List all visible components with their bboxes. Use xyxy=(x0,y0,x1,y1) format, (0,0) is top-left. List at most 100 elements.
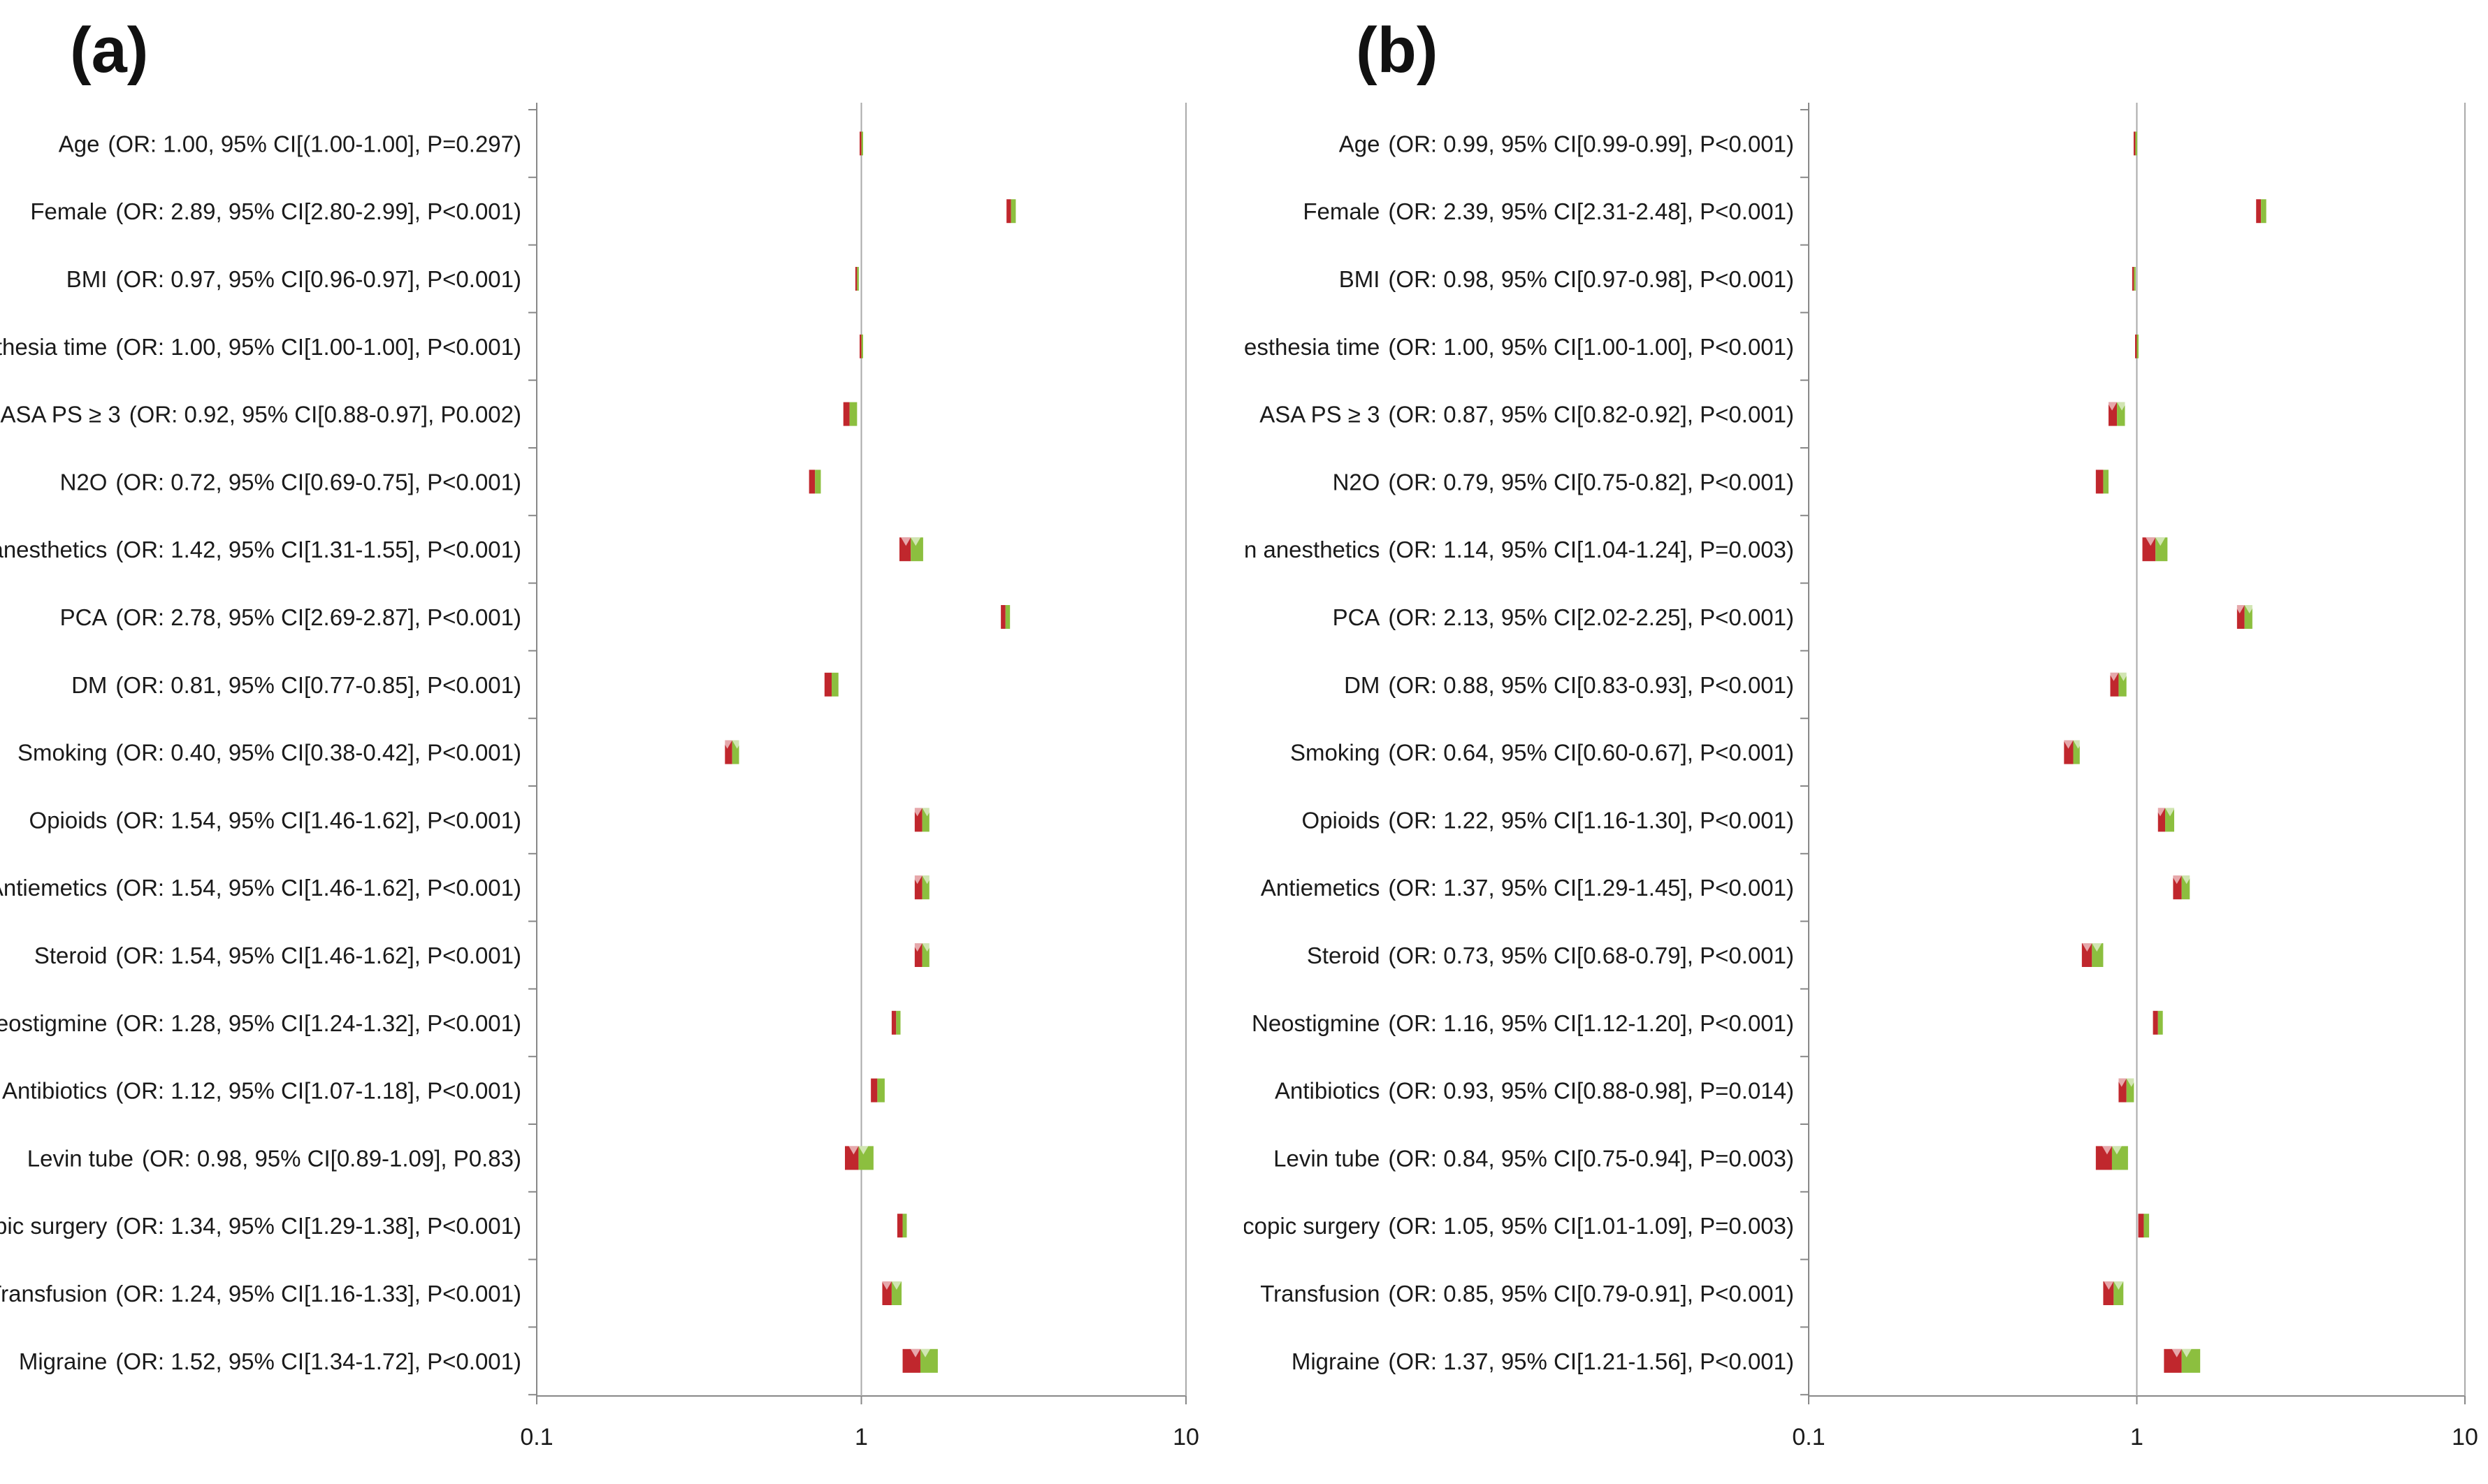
row-label: Age (OR: 1.00, 95% CI[(1.00-1.00], P=0.29… xyxy=(59,131,521,157)
or-estimate-marker xyxy=(920,1348,930,1358)
ci-lower-box xyxy=(914,875,923,900)
or-ci-stats: (OR: 0.72, 95% CI[0.69-0.75], P<0.001) xyxy=(115,469,521,495)
variable-name: Steroid xyxy=(1307,943,1380,968)
row-label: Levin tube (OR: 0.84, 95% CI[0.75-0.94], … xyxy=(1273,1145,1794,1171)
variable-name: Inhalation anesthetics xyxy=(0,537,107,562)
or-ci-stats: (OR: 0.85, 95% CI[0.79-0.91], P<0.001) xyxy=(1388,1281,1794,1307)
or-ci-stats: (OR: 0.98, 95% CI[0.89-1.09], P0.83) xyxy=(142,1145,521,1171)
or-estimate-marker xyxy=(2073,740,2083,749)
row-label: Steroid (OR: 0.73, 95% CI[0.68-0.79], P<0… xyxy=(1307,943,1794,968)
or-estimate-marker xyxy=(2244,605,2255,613)
or-ci-stats: (OR: 0.98, 95% CI[0.97-0.98], P<0.001) xyxy=(1388,266,1794,292)
row-label: BMI (OR: 0.97, 95% CI[0.96-0.97], P<0.001… xyxy=(66,266,521,292)
row-label: PCA (OR: 2.13, 95% CI[2.02-2.25], P<0.001… xyxy=(1333,604,1794,630)
variable-name: Anesthesia time xyxy=(1244,334,1380,360)
or-estimate-marker xyxy=(732,740,742,749)
row-label: Smoking (OR: 0.40, 95% CI[0.38-0.42], P<0… xyxy=(17,740,521,766)
row-label: Opioids (OR: 1.54, 95% CI[1.46-1.62], P<0… xyxy=(29,807,521,833)
forest-plot-a-svg: 0.1 1 10 Age (OR: 1.00, 95% CI[(1.00-1.00], … xyxy=(0,103,1199,1450)
row-label: Neostigmine (OR: 1.16, 95% CI[1.12-1.20],… xyxy=(1252,1010,1794,1036)
row-label: Female (OR: 2.89, 95% CI[2.80-2.99], P<0.… xyxy=(30,198,521,224)
or-estimate-marker xyxy=(848,1146,859,1155)
ci-upper-box xyxy=(2157,1010,2163,1035)
row-label: BMI (OR: 0.98, 95% CI[0.97-0.98], P<0.001… xyxy=(1339,266,1794,292)
ci-lower-box xyxy=(914,808,923,832)
ci-upper-box xyxy=(2136,334,2139,358)
variable-name: Age xyxy=(1339,131,1380,157)
variable-name: DM xyxy=(1344,672,1380,698)
ci-lower-box xyxy=(2157,808,2166,832)
variable-name: Migraine xyxy=(1292,1348,1380,1374)
ci-lower-box xyxy=(2109,402,2118,426)
ci-upper-box xyxy=(2113,1281,2124,1305)
ci-lower-box xyxy=(2095,470,2104,494)
or-estimate-marker xyxy=(922,875,932,885)
or-ci-stats: (OR: 1.54, 95% CI[1.46-1.62], P<0.001) xyxy=(115,807,521,833)
or-ci-stats: (OR: 0.99, 95% CI[0.99-0.99], P<0.001) xyxy=(1388,131,1794,157)
variable-name: Antibiotics xyxy=(1275,1078,1380,1104)
panel-label-b: (b) xyxy=(1356,15,1438,86)
row-label: DM (OR: 0.81, 95% CI[0.77-0.85], P<0.001) xyxy=(71,672,521,698)
ci-upper-box xyxy=(2126,1078,2134,1103)
variable-name: Antiemetics xyxy=(1261,875,1380,901)
or-estimate-marker xyxy=(2117,402,2127,411)
or-estimate-marker xyxy=(2092,943,2102,952)
row-label: N2O (OR: 0.72, 95% CI[0.69-0.75], P<0.001… xyxy=(60,469,521,495)
ci-lower-box xyxy=(1006,199,1011,224)
variable-name: Levin tube xyxy=(27,1145,133,1171)
row-label: Antibiotics (OR: 0.93, 95% CI[0.88-0.98],… xyxy=(1275,1078,1794,1104)
row-label: N2O (OR: 0.79, 95% CI[0.75-0.82], P<0.001… xyxy=(1333,469,1794,495)
ci-lower-box xyxy=(871,1078,878,1103)
variable-name: Levin tube xyxy=(1273,1145,1380,1171)
x-tick-label: 10 xyxy=(1173,1424,1199,1450)
ci-lower-box xyxy=(897,1214,903,1238)
variable-name: Smoking xyxy=(17,740,107,766)
or-estimate-marker xyxy=(910,1348,920,1358)
variable-name: Female xyxy=(30,198,107,224)
or-estimate-marker xyxy=(911,537,921,546)
or-ci-stats: (OR: 1.00, 95% CI[1.00-1.00], P<0.001) xyxy=(115,334,521,360)
row-label: Neostigmine (OR: 1.28, 95% CI[1.24-1.32],… xyxy=(0,1010,521,1036)
variable-name: Antiemetics xyxy=(0,875,107,901)
variable-name: Migraine xyxy=(19,1348,108,1374)
row-label: Laparoscopic surgery (OR: 1.05, 95% CI[1.… xyxy=(1244,1213,1794,1239)
row-label: Inhalation anesthetics (OR: 1.14, 95% CI[… xyxy=(1244,537,1794,562)
or-ci-stats: (OR: 0.84, 95% CI[0.75-0.94], P=0.003) xyxy=(1388,1145,1794,1171)
row-label: Antiemetics (OR: 1.37, 95% CI[1.29-1.45],… xyxy=(1261,875,1794,901)
row-label: DM (OR: 0.88, 95% CI[0.83-0.93], P<0.001) xyxy=(1344,672,1794,698)
or-ci-stats: (OR: 0.88, 95% CI[0.83-0.93], P<0.001) xyxy=(1388,672,1794,698)
ci-lower-box xyxy=(2153,1010,2158,1035)
ci-lower-box xyxy=(860,131,862,156)
x-tick-label: 1 xyxy=(2130,1424,2143,1450)
row-label: Migraine (OR: 1.52, 95% CI[1.34-1.72], P<… xyxy=(19,1348,521,1374)
variable-name: Opioids xyxy=(1302,807,1380,833)
row-label: Steroid (OR: 1.54, 95% CI[1.46-1.62], P<0… xyxy=(34,943,521,968)
variable-name: Opioids xyxy=(29,807,108,833)
or-estimate-marker xyxy=(891,1281,902,1290)
or-ci-stats: (OR: 1.28, 95% CI[1.24-1.32], P<0.001) xyxy=(115,1010,521,1036)
or-ci-stats: (OR: 1.34, 95% CI[1.29-1.38], P<0.001) xyxy=(115,1213,521,1239)
or-ci-stats: (OR: 0.40, 95% CI[0.38-0.42], P<0.001) xyxy=(115,740,521,766)
row-label: Female (OR: 2.39, 95% CI[2.31-2.48], P<0.… xyxy=(1303,198,1794,224)
row-label: ASA PS ≥ 3 (OR: 0.92, 95% CI[0.88-0.97], … xyxy=(0,402,521,428)
ci-upper-box xyxy=(2118,672,2127,697)
or-estimate-marker xyxy=(722,740,732,749)
row-label: Transfusion (OR: 1.24, 95% CI[1.16-1.33],… xyxy=(0,1281,521,1307)
or-ci-stats: (OR: 0.97, 95% CI[0.96-0.97], P<0.001) xyxy=(115,266,521,292)
ci-upper-box xyxy=(831,672,839,697)
or-ci-stats: (OR: 1.00, 95% CI[(1.00-1.00], P=0.297) xyxy=(108,131,521,157)
ci-upper-box xyxy=(2092,943,2104,967)
variable-name: Antibiotics xyxy=(2,1078,107,1104)
ci-upper-box xyxy=(922,943,930,967)
ci-lower-box xyxy=(2256,199,2262,224)
or-estimate-marker xyxy=(2126,1078,2136,1087)
ci-lower-box xyxy=(914,943,923,967)
or-estimate-marker xyxy=(858,1146,869,1155)
or-ci-stats: (OR: 1.00, 95% CI[1.00-1.00], P<0.001) xyxy=(1388,334,1794,360)
ci-upper-box xyxy=(732,740,739,764)
ci-lower-box xyxy=(855,267,858,291)
or-ci-stats: (OR: 0.87, 95% CI[0.82-0.92], P<0.001) xyxy=(1388,402,1794,428)
variable-name: Neostigmine xyxy=(1252,1010,1380,1036)
or-ci-stats: (OR: 2.89, 95% CI[2.80-2.99], P<0.001) xyxy=(115,198,521,224)
variable-name: BMI xyxy=(66,266,108,292)
